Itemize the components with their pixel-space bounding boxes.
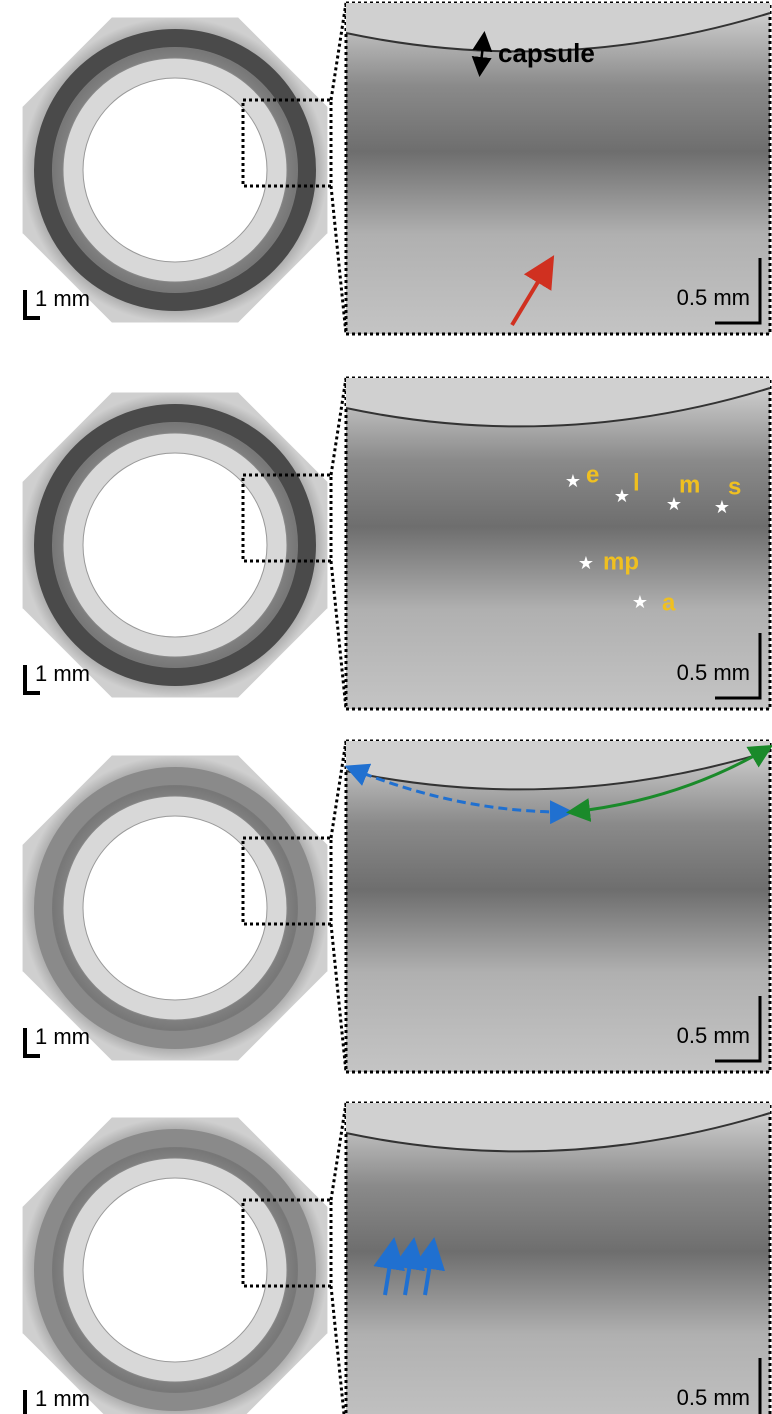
zoom-connector (331, 3, 346, 100)
zoom-scale-label: 0.5 mm (677, 285, 750, 310)
figure: 0.5 mm1 mmcapsule0.5 mm1 mme★l★m★s★mp★a★… (0, 0, 772, 1414)
zoom-connector (331, 561, 346, 709)
zoom-scale-label: 0.5 mm (677, 1385, 750, 1410)
overview-scale-label: 1 mm (35, 286, 90, 311)
star: ★ (714, 497, 730, 517)
overview-scale-label: 1 mm (35, 1386, 90, 1411)
lumen (83, 1178, 267, 1362)
star: ★ (614, 486, 630, 506)
overview-scale-label: 1 mm (35, 1024, 90, 1049)
zoom-connector (331, 186, 346, 334)
zoom-connector (331, 378, 346, 475)
zoom-scale-label: 0.5 mm (677, 1023, 750, 1048)
star: ★ (666, 494, 682, 514)
lumen (83, 816, 267, 1000)
annotation: mp (603, 548, 639, 575)
annotation: capsule (498, 38, 595, 68)
overview-scale-label: 1 mm (35, 661, 90, 686)
zoom-connector (331, 1103, 346, 1200)
zoom-connector (331, 741, 346, 838)
zoom-connector (331, 1286, 346, 1414)
zoom-connector (331, 924, 346, 1072)
star: ★ (632, 592, 648, 612)
annotation: l (633, 469, 640, 496)
star: ★ (565, 471, 581, 491)
star: ★ (578, 553, 594, 573)
annotation: m (679, 471, 700, 498)
zoom-scale-label: 0.5 mm (677, 660, 750, 685)
annotation: e (586, 461, 599, 488)
lumen (83, 78, 267, 262)
annotation: a (662, 589, 676, 616)
lumen (83, 453, 267, 637)
page: 0.5 mm1 mmcapsule0.5 mm1 mme★l★m★s★mp★a★… (0, 0, 772, 1414)
